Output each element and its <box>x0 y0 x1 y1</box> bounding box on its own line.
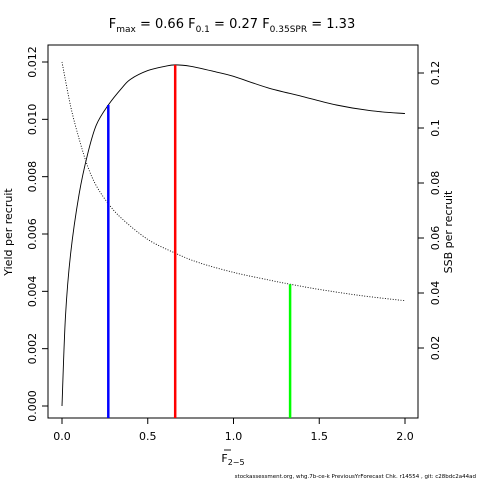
fmax-value: 0.66 <box>155 17 184 32</box>
x-tick-label: 0.5 <box>139 430 157 443</box>
y-left-tick-label: 0.002 <box>26 333 39 365</box>
y-left-tick-label: 0.000 <box>26 390 39 422</box>
y-left-tick-label: 0.010 <box>26 104 39 136</box>
y-axis-label-left: Yield per recruit <box>2 188 15 277</box>
f01-label: F <box>188 17 195 32</box>
fmax-label: F <box>109 17 116 32</box>
reference-lines <box>107 64 292 418</box>
y-left-tick-label: 0.006 <box>26 218 39 250</box>
y-right-tick-label: 0.08 <box>429 171 442 196</box>
yield-per-recruit-line <box>61 64 406 407</box>
x-axis-label: F2−5 <box>221 452 244 467</box>
chart-title: Fmax = 0.66 F0.1 = 0.27 F0.35SPR = 1.33 <box>109 17 355 35</box>
fspr-value: 1.33 <box>326 17 355 32</box>
y-right-tick-label: 0.1 <box>429 119 442 137</box>
plot-frame <box>47 44 419 419</box>
y-right-tick-label: 0.12 <box>429 61 442 86</box>
fspr-label: F <box>262 17 269 32</box>
x-tick-label: 2.0 <box>396 430 414 443</box>
y-left-tick-label: 0.012 <box>26 46 39 78</box>
ssb-per-recruit-line <box>61 61 406 302</box>
y-axis-label-right: SSB per recruit <box>442 190 455 273</box>
axes: 0.0 0.5 1.0 1.5 2.0 0.000 0.002 0.004 0.006 0.008… <box>26 46 442 443</box>
y-left-tick-label: 0.004 <box>26 276 39 308</box>
series <box>61 61 406 407</box>
footer-text: stockassessment.org, whg.7b-ce-k Previou… <box>235 474 476 480</box>
x-axis-label-sub: 2−5 <box>228 458 245 467</box>
x-tick-label: 1.5 <box>311 430 329 443</box>
y-right-tick-label: 0.04 <box>429 281 442 306</box>
y-right-tick-label: 0.02 <box>429 336 442 361</box>
fmax-sub: max <box>116 25 136 35</box>
f01-sub: 0.1 <box>196 25 210 35</box>
y-left-tick-label: 0.008 <box>26 161 39 193</box>
fspr-sub: 0.35SPR <box>270 25 307 35</box>
x-tick-label: 1.0 <box>225 430 243 443</box>
f01-value: 0.27 <box>229 17 258 32</box>
y-right-tick-label: 0.06 <box>429 226 442 251</box>
x-tick-label: 0.0 <box>53 430 71 443</box>
x-axis-label-main: F <box>221 452 227 465</box>
